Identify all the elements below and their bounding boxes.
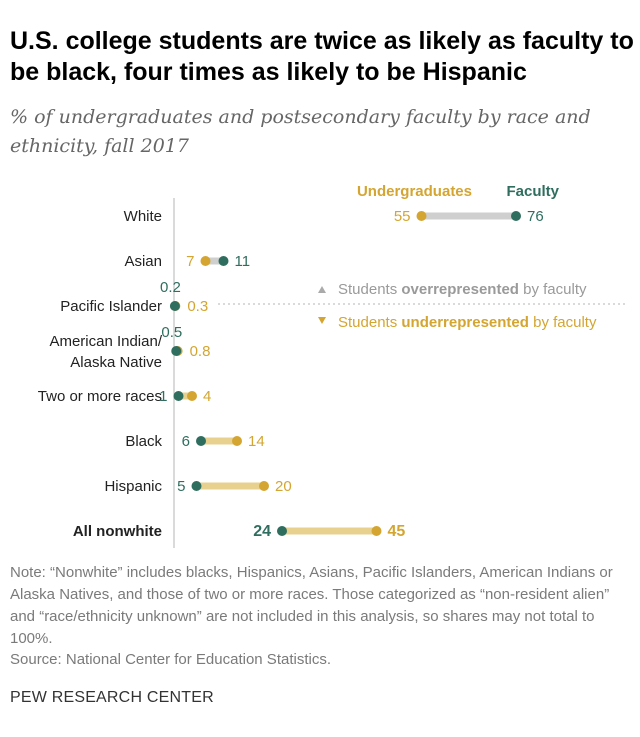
category-label: Two or more races [38, 388, 162, 405]
chart-source: Source: National Center for Education St… [10, 651, 331, 668]
undergraduates-value-label: 55 [394, 208, 411, 225]
faculty-dot [511, 211, 521, 221]
up-arrow-icon [318, 286, 326, 293]
undergraduates-value-label: 4 [203, 388, 211, 405]
category-label: Hispanic [104, 478, 162, 495]
faculty-dot [173, 391, 184, 401]
faculty-value-label: 5 [177, 478, 185, 495]
faculty-dot [196, 436, 206, 446]
pew-research-center-logo: PEW RESEARCH CENTER [10, 689, 214, 706]
undergraduates-value-label: 0.3 [187, 298, 208, 315]
chart-title: U.S. college students are twice as likel… [10, 27, 634, 86]
undergraduates-dot [371, 526, 382, 536]
undergraduates-dot [416, 211, 427, 221]
faculty-value-label: 11 [235, 253, 251, 270]
undergraduates-value-label: 14 [248, 433, 265, 450]
overrepresented-annotation: Students overrepresented by faculty [338, 281, 587, 298]
faculty-dot [191, 481, 202, 491]
faculty-dot [218, 256, 229, 266]
category-label: Pacific Islander [60, 298, 162, 315]
legend-faculty: Faculty [506, 183, 559, 200]
faculty-dot [171, 346, 182, 356]
faculty-value-label: 0.2 [160, 279, 181, 296]
faculty-dot [169, 301, 180, 311]
undergraduates-value-label: 0.8 [190, 343, 211, 360]
chart-subtitle: % of undergraduates and postsecondary fa… [10, 106, 591, 157]
undergraduates-value-label: 45 [388, 523, 406, 540]
category-label: Alaska Native [70, 354, 162, 371]
undergraduates-dot [200, 256, 211, 266]
category-label: All nonwhite [73, 523, 162, 540]
down-arrow-icon [318, 317, 326, 324]
faculty-value-label: 6 [182, 433, 190, 450]
chart-note: Note: “Nonwhite” includes blacks, Hispan… [10, 564, 613, 647]
undergraduates-dot [259, 481, 269, 491]
undergraduates-value-label: 7 [186, 253, 194, 270]
faculty-value-label: 76 [527, 208, 544, 225]
category-label: White [124, 208, 162, 225]
category-label: Black [125, 433, 162, 450]
faculty-value-label: 0.5 [161, 324, 182, 341]
undergraduates-dot [187, 391, 197, 401]
category-label: Asian [124, 253, 162, 270]
dot-plot-chart: Undergraduates Faculty Students overrepres… [38, 183, 628, 548]
undergraduates-value-label: 20 [275, 478, 292, 495]
faculty-dot [277, 526, 287, 536]
faculty-value-label: 24 [253, 523, 271, 540]
legend-undergraduates: Undergraduates [357, 183, 472, 200]
category-label: American Indian/ [49, 333, 162, 350]
underrepresented-annotation: Students underrepresented by faculty [338, 314, 597, 331]
faculty-value-label: 1 [159, 388, 167, 405]
undergraduates-dot [232, 436, 242, 446]
